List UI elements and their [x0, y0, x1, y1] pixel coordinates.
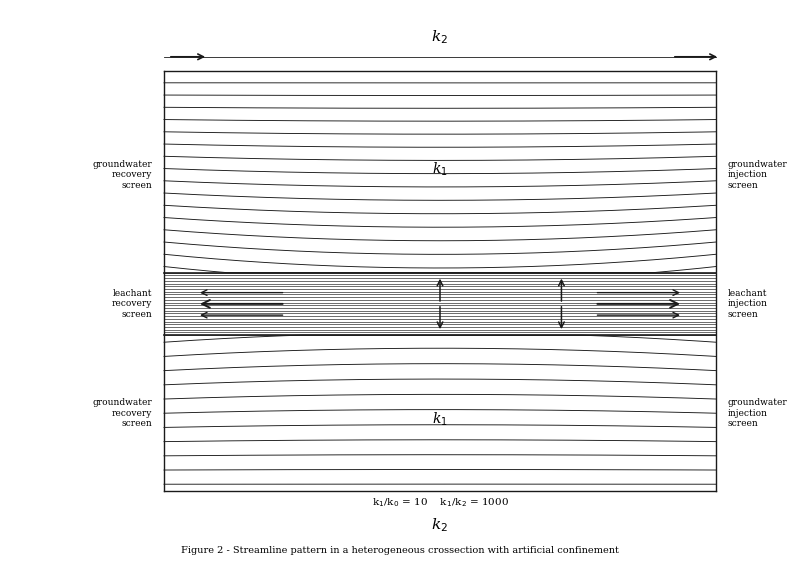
Text: groundwater
injection
screen: groundwater injection screen [728, 398, 788, 428]
Text: k$_1$/k$_0$ = 10    k$_1$/k$_2$ = 1000: k$_1$/k$_0$ = 10 k$_1$/k$_2$ = 1000 [371, 496, 509, 509]
Text: k$_1$: k$_1$ [432, 410, 448, 428]
Text: groundwater
recovery
screen: groundwater recovery screen [92, 160, 152, 190]
Text: groundwater
injection
screen: groundwater injection screen [728, 160, 788, 190]
Text: leachant
recovery
screen: leachant recovery screen [112, 289, 152, 319]
Text: groundwater
recovery
screen: groundwater recovery screen [92, 398, 152, 428]
Text: k$_2$: k$_2$ [431, 516, 449, 534]
Text: k$_1$: k$_1$ [432, 160, 448, 178]
Text: k$_2$: k$_2$ [431, 28, 449, 46]
Text: leachant
injection
screen: leachant injection screen [728, 289, 768, 319]
Text: Figure 2 - Streamline pattern in a heterogeneous crossection with artificial con: Figure 2 - Streamline pattern in a heter… [181, 546, 619, 556]
